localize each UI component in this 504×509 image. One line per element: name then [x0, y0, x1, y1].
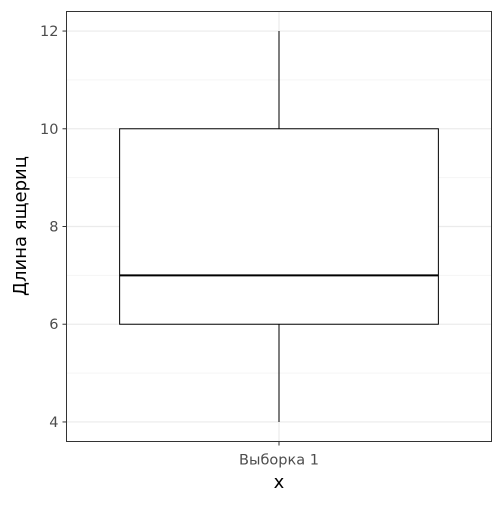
x-axis-title: x — [274, 472, 285, 493]
y-axis-title: Длина ящериц — [10, 156, 31, 296]
y-tick-label: 12 — [40, 24, 58, 40]
axes: 4 6 8 10 12 Выборка 1 — [40, 24, 319, 468]
boxplot-marks — [119, 31, 439, 422]
x-tick-label: Выборка 1 — [239, 453, 319, 469]
y-tick-label: 6 — [49, 317, 58, 333]
y-tick-label: 10 — [40, 122, 58, 138]
box-group — [119, 31, 439, 422]
box-iqr — [119, 128, 439, 325]
y-tick-label: 8 — [49, 220, 58, 236]
y-tick-label: 4 — [49, 415, 58, 431]
